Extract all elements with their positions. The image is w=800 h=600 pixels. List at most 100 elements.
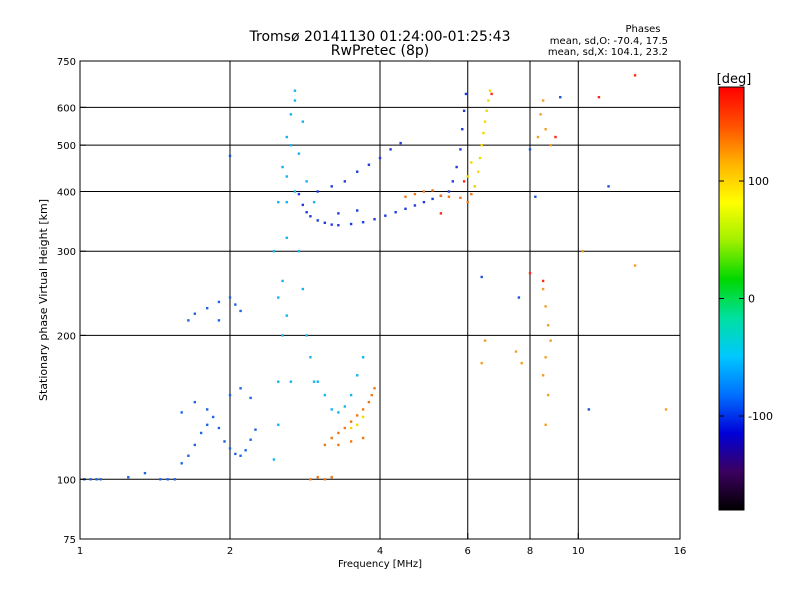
data-point — [193, 312, 197, 315]
data-point — [361, 415, 365, 419]
data-point — [480, 143, 483, 147]
data-point — [431, 189, 434, 192]
data-point — [536, 135, 540, 139]
data-point — [159, 478, 162, 481]
data-point — [541, 99, 545, 102]
data-point — [485, 109, 488, 113]
data-point — [89, 478, 92, 481]
data-point — [272, 458, 276, 461]
data-point — [277, 200, 280, 204]
y-tick-label: 300 — [57, 247, 76, 258]
data-point — [180, 411, 183, 414]
x-tick-label: 1 — [77, 546, 83, 557]
data-point — [239, 387, 242, 390]
data-point — [459, 148, 462, 151]
data-point — [272, 250, 276, 253]
y-tick-label: 75 — [63, 535, 76, 546]
data-point — [539, 113, 542, 116]
phases-line-x: mean, sd,X: 104.1, 23.2 — [548, 47, 668, 58]
data-point — [330, 476, 333, 479]
y-tick-label: 100 — [57, 475, 76, 486]
data-point — [285, 200, 288, 204]
data-point — [490, 92, 493, 96]
data-point — [355, 414, 359, 417]
data-point — [244, 449, 247, 452]
data-point — [281, 334, 284, 337]
x-tick-label: 4 — [377, 546, 383, 557]
data-point — [480, 275, 483, 279]
data-point — [337, 224, 340, 227]
data-point — [305, 180, 308, 183]
data-point — [305, 211, 308, 214]
data-point — [587, 408, 591, 411]
data-point — [447, 195, 451, 198]
data-point — [249, 396, 252, 400]
data-point — [597, 95, 601, 99]
y-tick-label: 750 — [57, 57, 76, 68]
data-point — [166, 478, 169, 481]
data-point — [447, 190, 451, 193]
data-point — [205, 423, 209, 427]
data-point — [228, 393, 232, 397]
data-point — [482, 131, 485, 135]
data-point — [349, 393, 353, 397]
data-point — [355, 209, 359, 212]
data-point — [337, 212, 340, 215]
data-point — [289, 143, 293, 147]
data-point — [413, 192, 417, 196]
data-point — [517, 296, 521, 299]
data-point — [305, 334, 308, 337]
data-point — [316, 476, 319, 479]
data-point — [323, 221, 327, 225]
data-point — [234, 303, 237, 306]
data-point — [466, 200, 469, 204]
data-point — [361, 436, 365, 440]
data-point — [470, 161, 473, 164]
colorbar-tick-label: -100 — [748, 410, 773, 423]
data-point — [361, 221, 365, 224]
data-point — [413, 204, 417, 207]
data-point — [455, 165, 458, 169]
data-point — [228, 296, 232, 299]
data-point — [607, 185, 610, 188]
data-point — [277, 423, 280, 427]
phases-line-o: mean, sd,O: -70.4, 17.5 — [550, 36, 668, 47]
data-point — [349, 440, 353, 443]
data-point — [349, 222, 353, 226]
grid-lines — [80, 61, 680, 539]
data-point — [389, 148, 392, 151]
data-point — [451, 180, 455, 183]
data-point — [483, 339, 487, 342]
data-point — [297, 250, 301, 253]
data-point — [404, 207, 407, 211]
data-point — [254, 428, 257, 431]
data-point — [422, 200, 426, 204]
data-point — [316, 219, 319, 222]
data-point — [546, 324, 550, 327]
data-point — [285, 236, 288, 240]
data-point — [370, 393, 373, 397]
data-point — [355, 423, 359, 427]
data-point — [461, 127, 464, 131]
data-point — [193, 400, 197, 404]
axis-ticks: 1 2 4 6 8 10 16 75 100 200 300 400 500 600 750 — [57, 57, 686, 557]
data-point — [323, 478, 327, 481]
data-point — [349, 426, 353, 430]
data-point — [431, 197, 434, 201]
data-point — [549, 339, 552, 342]
data-point — [249, 438, 252, 441]
data-point — [293, 89, 297, 92]
data-point — [301, 120, 305, 123]
data-points — [83, 74, 668, 481]
data-point — [312, 200, 316, 204]
data-point — [488, 89, 492, 92]
data-point — [439, 212, 443, 215]
data-point — [541, 279, 545, 283]
data-point — [205, 306, 209, 310]
data-point — [293, 99, 297, 102]
data-point — [544, 127, 547, 131]
data-point — [143, 471, 147, 475]
data-point — [323, 443, 327, 447]
data-point — [330, 436, 333, 440]
colorbar-label: [deg] — [717, 72, 752, 87]
